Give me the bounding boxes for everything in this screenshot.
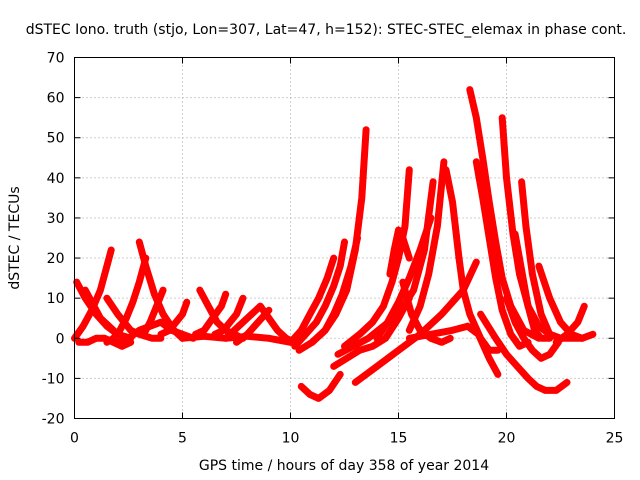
- series-arc5: [103, 254, 150, 346]
- x-tick-label: 5: [178, 431, 187, 447]
- x-tick-label: 10: [282, 431, 300, 447]
- y-axis-label: dSTEC / TECUs: [7, 186, 23, 289]
- y-tick-label: -10: [42, 371, 65, 387]
- chart-title: dSTEC Iono. truth (stjo, Lon=307, Lat=47…: [26, 22, 627, 38]
- x-tick-label: 0: [70, 431, 79, 447]
- series-arc8: [114, 318, 197, 346]
- y-tick-label: 10: [47, 291, 65, 307]
- y-tick-label: 20: [47, 251, 65, 267]
- y-tick-label: -20: [42, 412, 65, 428]
- series-arc18: [287, 254, 338, 346]
- series-arc3: [75, 334, 135, 350]
- series-arc21: [308, 126, 370, 346]
- series-arc32: [405, 322, 502, 378]
- series-arc39: [503, 294, 562, 362]
- y-tick-label: 40: [47, 171, 65, 187]
- series-arc29: [405, 158, 448, 334]
- y-tick-label: 50: [47, 131, 65, 147]
- grid: [74, 57, 615, 419]
- series-arc10: [157, 298, 191, 338]
- series-arc36: [477, 310, 571, 394]
- series-arc17: [233, 306, 273, 346]
- x-tick-label: 25: [606, 431, 624, 447]
- series-arc33: [466, 86, 543, 342]
- x-axis: 0 5 10 15 20 25: [70, 57, 624, 447]
- x-tick-label: 15: [390, 431, 408, 447]
- series-arc38: [518, 178, 564, 342]
- plot-frame: [74, 57, 615, 419]
- x-axis-label: GPS time / hours of day 358 of year 2014: [199, 458, 489, 474]
- series-arc24: [341, 166, 413, 350]
- y-tick-label: 70: [47, 51, 65, 67]
- y-tick-label: 0: [56, 331, 65, 347]
- series-arc12: [196, 286, 247, 342]
- series-arc13: [192, 290, 230, 338]
- x-tick-label: 20: [498, 431, 516, 447]
- y-tick-label: 30: [47, 211, 65, 227]
- series-arc42: [557, 330, 597, 342]
- series-arc15: [222, 302, 264, 342]
- series-arc14: [211, 294, 247, 338]
- series-arc37: [511, 230, 554, 342]
- series-arc22: [297, 370, 344, 402]
- series-arc19: [291, 238, 348, 350]
- y-tick-label: 60: [47, 91, 65, 107]
- series-layer: [71, 86, 597, 402]
- series-arc27: [386, 226, 413, 278]
- series-arc2: [71, 246, 115, 342]
- y-axis: -20 -10 0 10 20 30 40 50 60 70: [42, 51, 615, 428]
- series-arc34: [472, 158, 532, 350]
- series-arc9: [140, 286, 167, 338]
